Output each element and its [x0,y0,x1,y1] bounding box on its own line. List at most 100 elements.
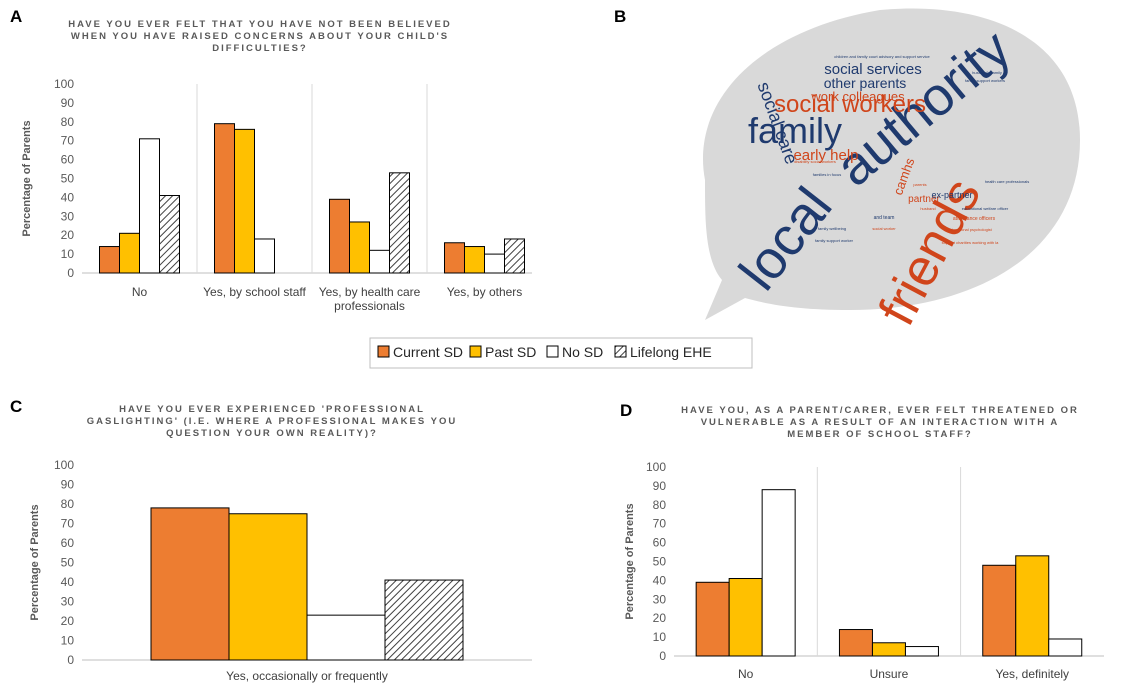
chart-a-y-tick-label: 70 [61,134,75,148]
chart-c-y-tick-label: 60 [61,536,75,550]
chart-a-category-label: Yes, by school staff [203,285,306,299]
chart-a-category-label: No [132,285,148,299]
chart-d-bar-no-sd [904,646,939,657]
chart-d-y-tick-label: 40 [653,573,667,587]
wordcloud-word: educational psychologist [948,227,992,232]
legend-swatch-no-sd [546,345,559,358]
legend-box [369,337,753,369]
chart-d-y-tick-label: 30 [653,592,667,606]
wordcloud-word: disability social workers [794,159,836,164]
chart-a-bar-past-sd [464,246,485,274]
wordcloud-word: social worker [872,226,896,231]
chart-c-y-tick-label: 30 [61,595,75,609]
chart-a-y-tick-label: 30 [61,209,75,223]
chart-c-y-tick-label: 100 [54,458,74,472]
chart-a-bar-no-sd [139,138,160,274]
chart-c-bar-no-sd [306,614,386,661]
chart-c: HAVE YOU EVER EXPERIENCED 'PROFESSIONALG… [29,404,532,683]
chart-d-y-tick-label: 0 [659,649,666,663]
legend-swatch-current-sd [377,345,390,358]
chart-d-y-tick-label: 50 [653,555,667,569]
chart-a-bar-no-sd [484,253,505,274]
chart-a-y-tick-label: 60 [61,153,75,167]
chart-c-title-line: QUESTION YOUR OWN REALITY)? [166,428,378,439]
chart-c-title-line: HAVE YOU EVER EXPERIENCED 'PROFESSIONAL [119,404,425,415]
wordcloud-word: social services [824,61,922,78]
chart-c-bar-current-sd [150,507,230,661]
chart-d-bar-past-sd [728,578,763,657]
chart-c-y-tick-label: 0 [67,653,74,667]
chart-a-y-tick-label: 80 [61,115,75,129]
chart-d-y-tick-label: 20 [653,611,667,625]
chart-a-y-tick-label: 100 [54,77,74,91]
chart-a: HAVE YOU EVER FELT THAT YOU HAVE NOT BEE… [21,19,532,313]
chart-d-y-axis-label: Percentage of Parents [624,503,636,619]
chart-d-y-tick-label: 100 [646,460,666,474]
chart-a-bar-past-sd [349,221,370,274]
wordcloud-word: husband [920,206,935,211]
chart-c-y-tick-label: 10 [61,634,75,648]
chart-c-title-line: GASLIGHTING' (I.E. WHERE A PROFESSIONAL … [87,416,458,427]
wordcloud-word: partner [908,194,940,205]
wordcloud-word: attendance officers [953,216,996,222]
chart-d-y-tick-label: 80 [653,498,667,512]
chart-a-title-line: WHEN YOU HAVE RAISED CONCERNS ABOUT YOUR… [71,31,449,42]
speech-bubble [702,8,1080,320]
chart-d: HAVE YOU, AS A PARENT/CARER, EVER FELT T… [624,405,1104,681]
legend-swatch-past-sd [469,345,482,358]
panel-letter-d: D [620,401,632,420]
chart-c-y-tick-label: 40 [61,575,75,589]
chart-a-y-axis-label: Percentage of Parents [21,120,33,236]
chart-c-bar-past-sd [228,513,308,661]
chart-a-bar-no-sd [254,238,275,274]
chart-a-y-tick-label: 20 [61,228,75,242]
chart-d-y-tick-label: 70 [653,517,667,531]
legend-label-no-sd: No SD [562,344,603,360]
wordcloud-word: other parents [824,75,907,91]
chart-d-bar-current-sd [982,564,1017,657]
chart-c-y-tick-label: 90 [61,478,75,492]
chart-a-bar-past-sd [234,128,255,274]
legend-label-current-sd: Current SD [393,344,463,360]
wordcloud-word: children and family court advisory and s… [834,54,930,59]
chart-d-y-tick-label: 90 [653,479,667,493]
chart-d-bar-current-sd [695,581,730,657]
panel-letter-c: C [10,397,22,416]
chart-d-category-label: No [738,667,754,681]
wordcloud-word: health care professionals [985,179,1029,184]
chart-c-bar-lifelong-ehe [384,579,464,661]
wordcloud-word: family support workers [965,78,1005,83]
chart-d-y-tick-label: 60 [653,536,667,550]
chart-a-bar-current-sd [329,198,350,274]
chart-a-y-tick-label: 10 [61,247,75,261]
chart-d-bar-current-sd [838,629,873,657]
wordcloud-word: ex-partner [931,190,972,200]
chart-c-y-axis-label: Percentage of Parents [29,504,41,620]
panel-letter-b: B [614,7,626,26]
wordcloud-word: families in focus [813,172,841,177]
chart-d-category-label: Unsure [870,667,909,681]
legend-swatch-lifelong-ehe [614,345,627,358]
chart-c-y-tick-label: 50 [61,556,75,570]
legend: Current SD Past SD No SD Lifelong EHE [369,337,753,369]
legend-label-lifelong-ehe: Lifelong EHE [630,344,712,360]
chart-c-y-tick-label: 20 [61,614,75,628]
chart-a-title-line: HAVE YOU EVER FELT THAT YOU HAVE NOT BEE… [68,19,451,30]
chart-a-y-tick-label: 0 [67,266,74,280]
chart-a-bar-lifelong-ehe [389,172,410,274]
chart-a-title-line: DIFFICULTIES? [212,43,307,54]
chart-d-title-line: MEMBER OF SCHOOL STAFF? [787,429,973,440]
chart-a-bar-past-sd [119,232,140,274]
chart-a-y-tick-label: 50 [61,172,75,186]
chart-c-category-label: Yes, occasionally or frequently [226,669,388,683]
wordcloud-word: parents [913,182,926,187]
wordcloud-word: support charities working with la [942,240,999,245]
chart-d-bar-no-sd [761,489,796,657]
chart-a-category-label: Yes, by health care [319,285,421,299]
chart-d-bar-no-sd [1048,638,1083,657]
chart-a-y-tick-label: 40 [61,190,75,204]
chart-c-y-tick-label: 80 [61,497,75,511]
wordcloud-word: educational welfare officer [962,206,1009,211]
